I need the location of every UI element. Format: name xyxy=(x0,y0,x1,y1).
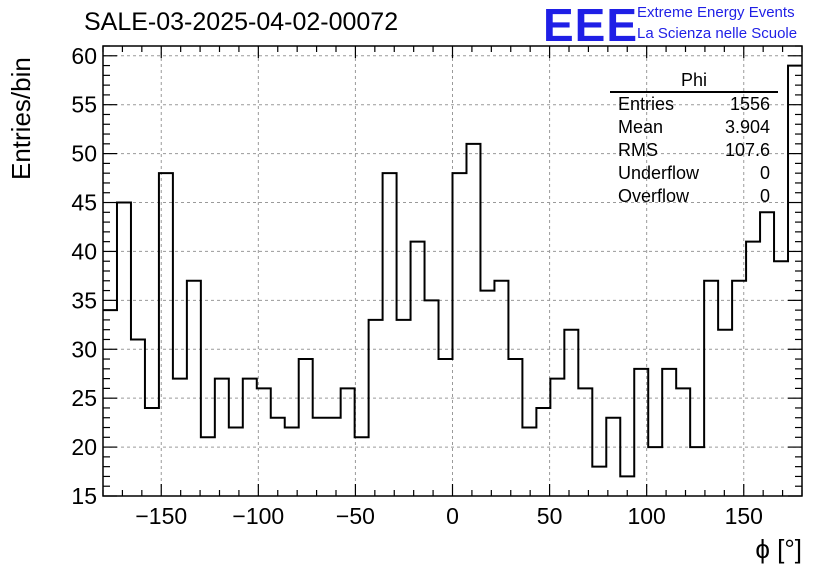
histogram-bin xyxy=(103,310,117,496)
stats-row-overflow: Overflow 0 xyxy=(610,185,778,208)
histogram-bin xyxy=(662,369,676,496)
histogram-bin xyxy=(522,428,536,496)
stats-label: Mean xyxy=(618,117,664,137)
histogram-bin xyxy=(550,379,564,496)
histogram-bin xyxy=(243,379,257,496)
histogram-bin xyxy=(634,369,648,496)
x-tick-label: 100 xyxy=(627,503,665,529)
histogram-bin xyxy=(606,418,620,496)
stats-label: Underflow xyxy=(618,163,700,183)
histogram-bin xyxy=(494,281,508,496)
x-tick-label: −150 xyxy=(135,503,187,529)
y-tick-label: 60 xyxy=(71,43,97,69)
histogram-bin xyxy=(425,300,439,496)
histogram-bin xyxy=(676,388,690,496)
histogram-bin xyxy=(774,261,788,496)
histogram-bin xyxy=(746,242,760,496)
histogram-bin xyxy=(341,388,355,496)
histogram-bin xyxy=(508,359,522,496)
eee-logo: EEE xyxy=(543,0,639,51)
histogram-bin xyxy=(187,281,201,496)
chart-title: SALE-03-2025-04-02-00072 xyxy=(84,8,399,36)
x-tick-label: 0 xyxy=(446,503,459,529)
histogram-bin xyxy=(285,428,299,496)
histogram-bin xyxy=(369,320,383,496)
histogram-bin xyxy=(536,408,550,496)
stats-title: Phi xyxy=(610,70,778,93)
stats-value: 107.6 xyxy=(724,140,770,160)
x-tick-label: 150 xyxy=(725,503,763,529)
y-tick-label: 40 xyxy=(71,238,97,264)
histogram-bin xyxy=(327,418,341,496)
histogram-bin xyxy=(313,418,327,496)
histogram-bin xyxy=(578,388,592,496)
axes: −150 −100 −50 0 50 100 150 15 20 25 30 35 40 45 50 55 60 xyxy=(71,43,803,529)
histogram-bin xyxy=(131,339,145,496)
histogram-bin xyxy=(215,379,229,496)
histogram-bin xyxy=(145,408,159,496)
histogram-bin xyxy=(355,437,369,496)
y-tick-label: 35 xyxy=(71,287,97,313)
histogram-bin xyxy=(690,447,704,496)
histogram-bin xyxy=(592,467,606,496)
histogram-outline xyxy=(103,64,802,478)
stats-value: 3.904 xyxy=(724,117,770,137)
histogram-bin xyxy=(466,144,480,496)
stats-row-underflow: Underflow 0 xyxy=(610,162,778,185)
stats-label: RMS xyxy=(618,140,658,160)
stats-box: Phi Entries 1556 Mean 3.904 RMS 107.6 Un… xyxy=(610,70,778,208)
histogram-bin xyxy=(229,428,243,496)
stats-row-entries: Entries 1556 xyxy=(610,93,778,116)
histogram-bin xyxy=(439,359,453,496)
y-tick-label: 25 xyxy=(71,385,97,411)
histogram-bin xyxy=(564,330,578,496)
x-tick-label: −50 xyxy=(336,503,375,529)
logo-caption-line2: La Scienza nelle Scuole xyxy=(637,25,798,42)
histogram-bin xyxy=(173,379,187,496)
histogram-bin xyxy=(704,281,718,496)
y-tick-label: 15 xyxy=(71,483,97,509)
stats-row-mean: Mean 3.904 xyxy=(610,116,778,139)
stats-value: 0 xyxy=(759,163,770,183)
histogram-bin xyxy=(383,173,397,496)
histogram-bin xyxy=(299,359,313,496)
histogram-bin xyxy=(397,320,411,496)
histogram-bin xyxy=(201,437,215,496)
histogram-bin xyxy=(648,447,662,496)
stats-value: 1556 xyxy=(729,94,770,114)
histogram-bin xyxy=(411,242,425,496)
y-tick-label: 50 xyxy=(71,141,97,167)
y-tick-label: 30 xyxy=(71,336,97,362)
y-tick-label: 45 xyxy=(71,190,97,216)
histogram-bin xyxy=(718,330,732,496)
y-tick-label: 20 xyxy=(71,434,97,460)
stats-label: Overflow xyxy=(618,186,690,206)
stats-value: 0 xyxy=(759,186,770,206)
y-tick-label: 55 xyxy=(71,92,97,118)
histogram-bin xyxy=(271,418,285,496)
stats-row-rms: RMS 107.6 xyxy=(610,139,778,162)
histogram-bars xyxy=(103,64,802,496)
histogram-bin xyxy=(257,388,271,496)
stats-label: Entries xyxy=(618,94,675,114)
logo-caption-line1: Extreme Energy Events xyxy=(637,4,795,21)
histogram-bin xyxy=(480,291,494,496)
x-tick-label: −100 xyxy=(232,503,284,529)
x-axis-label: ϕ [°] xyxy=(755,534,802,564)
histogram-bin xyxy=(760,212,774,496)
x-tick-label: 50 xyxy=(537,503,563,529)
